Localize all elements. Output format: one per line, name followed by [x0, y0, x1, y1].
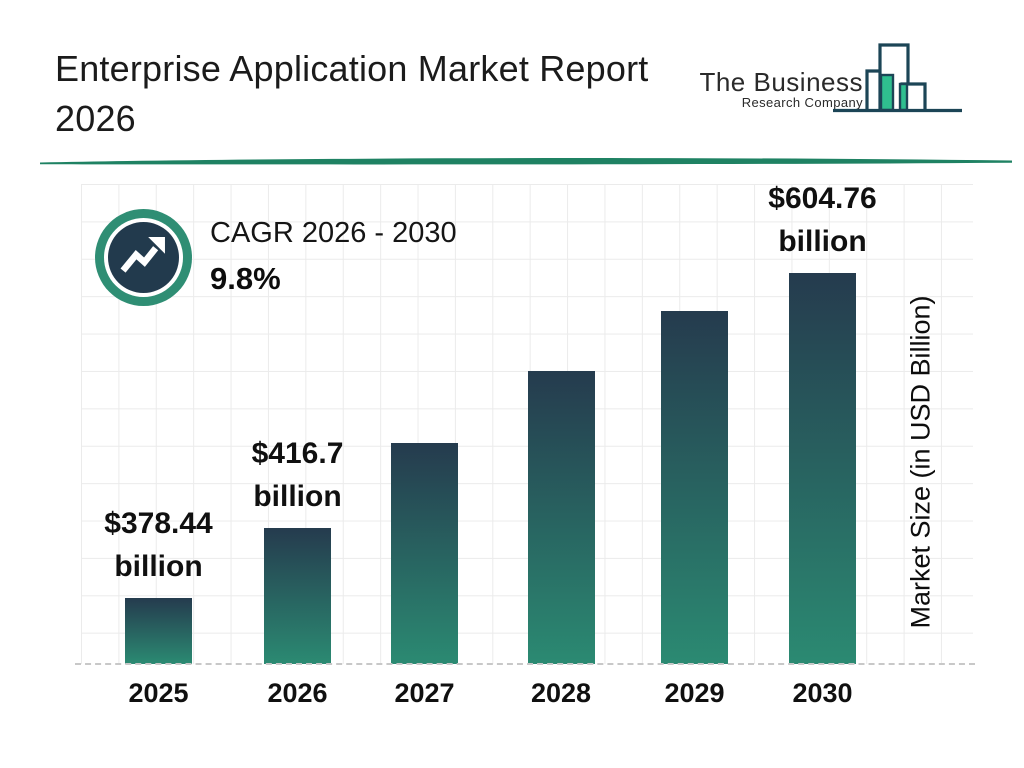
page-title: Enterprise Application Market Report 202…	[55, 48, 649, 139]
bar-2027	[391, 443, 458, 664]
x-tick-label-2027: 2027	[394, 678, 455, 708]
trending-up-icon	[95, 209, 192, 306]
bar-value-label-2026: $416.7 billion	[251, 437, 344, 513]
icon-inner-circle	[108, 222, 179, 293]
bar-2028	[527, 371, 595, 664]
cagr-period-label: CAGR 2026 - 2030	[210, 217, 457, 249]
company-logo-bar-chart-icon	[833, 43, 962, 113]
bar-value-label-2030: $604.76 billion	[768, 182, 877, 258]
bar-2025	[125, 598, 192, 664]
logo-wordmark: The Business Research Company	[699, 68, 863, 110]
x-tick-label-2026: 2026	[267, 678, 328, 708]
logo-subname: Research Company	[741, 95, 863, 110]
cagr-value: 9.8%	[210, 261, 281, 296]
plot-area: $378.44 billion $416.7 billion $604.76 billio…	[75, 182, 975, 665]
logo-name: The Business	[699, 67, 863, 97]
bar-2026	[264, 528, 331, 664]
x-tick-label-2030: 2030	[792, 678, 853, 708]
x-tick-label-2025: 2025	[128, 678, 189, 708]
divider-line	[40, 158, 1012, 165]
x-tick-label-2028: 2028	[530, 678, 592, 708]
bar-value-label-2025: $378.44 billion	[104, 507, 213, 583]
bar-2030	[789, 273, 856, 664]
bar-2029	[661, 311, 728, 664]
x-tick-label-2029: 2029	[664, 678, 725, 708]
y-axis-title: Market Size (in USD Billion)	[905, 295, 936, 629]
